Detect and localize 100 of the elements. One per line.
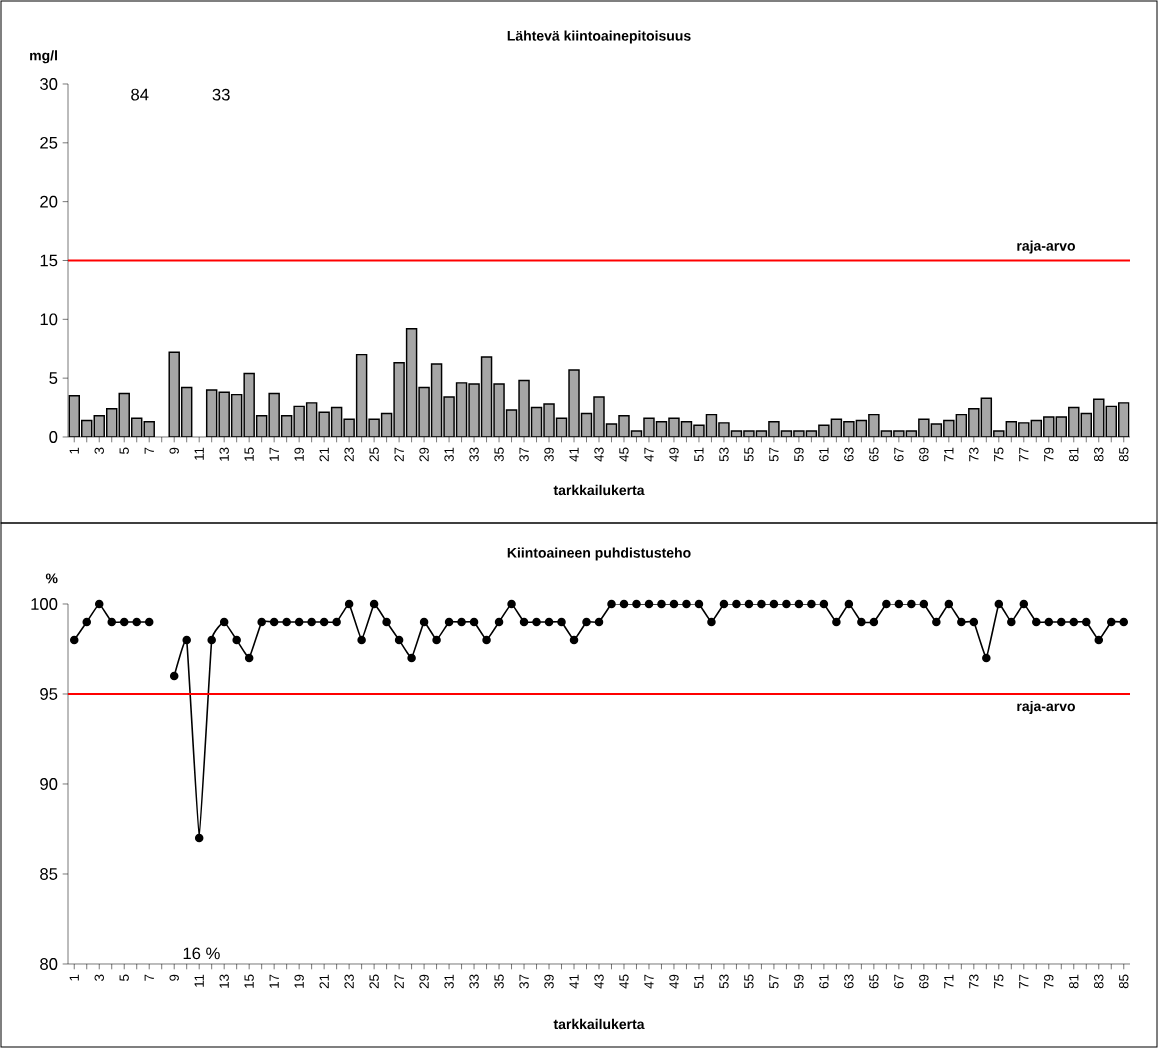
x-tick-label: 79: [1044, 447, 1054, 462]
x-tick-label: 13: [219, 974, 229, 988]
y-tick-label: 85: [40, 868, 58, 880]
y-tick-label: 20: [40, 195, 58, 208]
x-tick-label: 69: [919, 447, 929, 462]
x-tick-label: 53: [719, 974, 729, 989]
x-tick-label: 7: [144, 447, 154, 454]
x-tick-label: 63: [844, 974, 854, 989]
x-tick-label: 41: [569, 447, 579, 462]
ref-line-label: raja-arvo: [1017, 240, 1075, 254]
x-tick-label: 45: [619, 974, 629, 989]
x-tick-label: 51: [694, 974, 704, 989]
annotation: 33: [212, 88, 230, 101]
x-tick-label: 35: [494, 974, 504, 989]
x-axis-title: tarkkailukerta: [553, 484, 645, 496]
y-tick-label: 90: [40, 778, 58, 790]
x-tick-label: 71: [944, 974, 954, 989]
x-tick-label: 17: [269, 447, 279, 461]
y-tick-label: 30: [40, 78, 58, 90]
x-tick-label: 19: [294, 447, 304, 461]
x-tick-label: 17: [269, 974, 279, 988]
x-tick-label: 69: [919, 974, 929, 989]
x-tick-label: 77: [1019, 447, 1029, 462]
x-tick-label: 79: [1044, 974, 1054, 989]
x-tick-label: 39: [544, 974, 554, 989]
x-axis-title: tarkkailukerta: [553, 1018, 645, 1030]
y-tick-label: 5: [49, 372, 58, 384]
x-tick-label: 83: [1094, 447, 1104, 462]
x-tick-label: 35: [494, 447, 504, 462]
x-tick-label: 81: [1069, 447, 1079, 462]
x-tick-label: 31: [444, 447, 454, 462]
x-tick-label: 25: [369, 974, 379, 989]
x-tick-label: 9: [169, 447, 179, 454]
annotation: 84: [131, 88, 149, 101]
x-tick-label: 1: [69, 447, 79, 454]
x-tick-label: 37: [519, 447, 529, 462]
x-tick-label: 51: [694, 447, 704, 462]
x-tick-label: 43: [594, 974, 604, 989]
x-tick-label: 29: [419, 447, 429, 462]
x-tick-label: 85: [1119, 447, 1129, 462]
x-tick-label: 27: [394, 974, 404, 989]
y-tick-label: 10: [40, 313, 58, 326]
x-tick-label: 77: [1019, 974, 1029, 989]
x-tick-label: 15: [244, 974, 254, 988]
x-tick-label: 55: [744, 447, 754, 462]
x-tick-label: 63: [844, 447, 854, 462]
y-tick-label: 100: [31, 598, 58, 610]
x-tick-label: 11: [194, 447, 204, 460]
y-tick-label: 95: [40, 688, 58, 700]
y-tick-label: 15: [40, 254, 58, 267]
x-tick-label: 71: [944, 447, 954, 462]
y-axis-title: mg/l: [30, 50, 57, 64]
x-tick-label: 57: [769, 447, 779, 462]
x-tick-label: 15: [244, 447, 254, 461]
y-tick-label: 25: [40, 136, 58, 149]
x-tick-label: 39: [544, 447, 554, 462]
x-tick-label: 81: [1069, 974, 1079, 989]
chart-title: Lähtevä kiintoainepitoisuus: [507, 30, 691, 44]
x-tick-label: 73: [969, 447, 979, 462]
x-tick-label: 5: [119, 974, 129, 981]
annotation: 16 %: [183, 947, 220, 960]
x-tick-label: 73: [969, 974, 979, 989]
x-tick-label: 75: [994, 974, 1004, 989]
x-tick-label: 1: [69, 974, 79, 981]
x-tick-label: 75: [994, 447, 1004, 462]
chart-title: Kiintoaineen puhdistusteho: [507, 547, 691, 561]
x-tick-label: 65: [869, 447, 879, 462]
x-tick-label: 3: [94, 447, 104, 454]
x-tick-label: 67: [894, 447, 904, 462]
x-tick-label: 33: [469, 974, 479, 989]
x-tick-label: 47: [644, 974, 654, 989]
x-tick-label: 21: [319, 447, 329, 462]
x-tick-label: 67: [894, 974, 904, 989]
x-tick-label: 5: [119, 447, 129, 454]
x-tick-label: 57: [769, 974, 779, 989]
x-tick-label: 43: [594, 447, 604, 462]
x-tick-label: 33: [469, 447, 479, 462]
y-tick-label: 0: [49, 431, 58, 443]
x-tick-label: 85: [1119, 974, 1129, 989]
x-tick-label: 7: [144, 974, 154, 981]
x-tick-label: 11: [194, 974, 204, 987]
ref-line-label: raja-arvo: [1017, 700, 1075, 714]
x-tick-label: 65: [869, 974, 879, 989]
x-tick-label: 37: [519, 974, 529, 989]
x-tick-label: 29: [419, 974, 429, 989]
y-tick-label: 80: [40, 958, 58, 970]
x-tick-label: 9: [169, 974, 179, 981]
x-tick-label: 53: [719, 447, 729, 462]
y-axis-title: %: [45, 573, 58, 584]
x-tick-label: 49: [669, 447, 679, 462]
x-tick-label: 47: [644, 447, 654, 462]
x-tick-label: 21: [319, 974, 329, 989]
x-tick-label: 55: [744, 974, 754, 989]
x-tick-label: 59: [794, 974, 804, 989]
x-tick-label: 3: [94, 974, 104, 981]
x-tick-label: 83: [1094, 974, 1104, 989]
x-tick-label: 13: [219, 447, 229, 461]
x-tick-label: 59: [794, 447, 804, 462]
x-tick-label: 49: [669, 974, 679, 989]
x-tick-label: 25: [369, 447, 379, 462]
